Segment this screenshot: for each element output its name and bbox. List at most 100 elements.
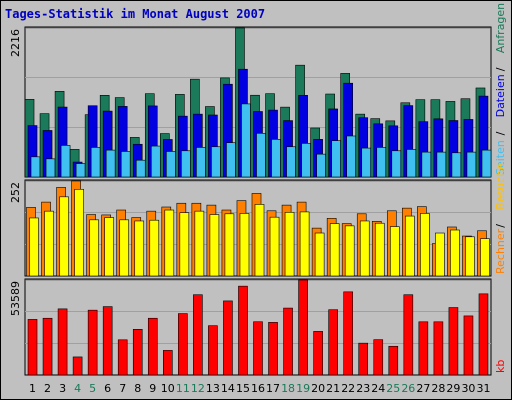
bar-bottom-kb-26 [403,294,414,376]
x-tick-label-14: 14 [221,382,235,395]
x-tick-label-16: 16 [251,382,265,395]
bar-top-seiten-4 [75,163,86,178]
bar-bottom-kb-16 [253,321,263,376]
bar-bottom-kb-31 [478,293,489,376]
bar-middle-rechner-9 [149,219,160,277]
side-separator-top-2: / [494,67,507,71]
x-tick-label-21: 21 [326,382,340,395]
bar-bottom-kb-12 [193,294,203,376]
bar-top-seiten-26 [406,149,417,178]
bar-top-seiten-24 [376,147,387,178]
bar-bottom-kb-4 [72,356,83,376]
side-label-top-anfragen: Anfragen [494,3,507,53]
bar-bottom-kb-22 [343,291,353,376]
bar-middle-rechner-17 [269,216,280,277]
bar-top-seiten-31 [481,149,492,178]
bar-middle-rechner-29 [450,229,460,277]
bar-middle-rechner-1 [29,217,39,277]
x-tick-label-25: 25 [386,382,400,395]
bar-bottom-kb-2 [42,317,53,376]
x-tick-label-11: 11 [176,382,190,395]
bar-top-seiten-9 [150,145,161,178]
bar-bottom-kb-8 [132,328,143,376]
bar-bottom-kb-9 [147,317,158,376]
ymax-label-bottom: 53589 [9,281,22,316]
side-label-top-dateien: Dateien [494,74,507,117]
x-tick-label-6: 6 [104,382,111,395]
bar-top-seiten-11 [181,150,191,178]
bar-top-seiten-16 [256,132,266,178]
bar-middle-rechner-28 [435,232,445,277]
x-tick-label-20: 20 [311,382,325,395]
bar-bottom-kb-30 [463,315,474,376]
bar-top-seiten-8 [135,159,146,178]
bar-top-seiten-25 [391,150,402,178]
bar-top-seiten-30 [466,151,477,178]
bar-bottom-kb-19 [298,279,308,376]
bar-middle-rechner-20 [314,232,325,277]
bar-bottom-kb-20 [313,331,323,376]
x-tick-label-19: 19 [296,382,310,395]
bar-middle-rechner-31 [480,238,490,277]
bar-bottom-kb-5 [87,309,98,376]
bar-bottom-kb-24 [373,339,384,376]
bar-bottom-kb-13 [208,325,218,376]
bar-middle-rechner-19 [299,211,310,277]
x-tick-label-10: 10 [161,382,175,395]
side-label-bottom-kb: kb [494,360,507,373]
bar-top-seiten-13 [211,146,221,178]
ymax-label-middle: 252 [9,182,22,203]
bar-bottom-kb-18 [283,307,293,376]
bar-top-seiten-17 [271,139,281,178]
bar-top-seiten-18 [286,146,296,178]
x-tick-label-30: 30 [461,382,475,395]
bar-bottom-kb-10 [163,350,173,376]
bar-top-seiten-10 [166,151,176,178]
bar-top-seiten-28 [436,151,447,178]
bar-bottom-kb-17 [268,322,278,376]
ymax-label-top: 2216 [9,29,22,57]
bar-top-seiten-14 [226,142,236,178]
x-tick-label-3: 3 [59,382,66,395]
x-tick-label-18: 18 [281,382,295,395]
bar-middle-rechner-12 [194,210,205,277]
x-tick-label-29: 29 [446,382,460,395]
bar-middle-rechner-6 [104,217,114,277]
x-tick-label-31: 31 [476,382,490,395]
bar-middle-rechner-18 [284,211,295,277]
x-tick-label-7: 7 [119,382,126,395]
bar-middle-rechner-26 [405,215,415,277]
x-tick-label-8: 8 [134,382,141,395]
bar-middle-rechner-2 [44,210,54,277]
bar-bottom-kb-14 [223,300,233,376]
side-separator-top-1: / [494,131,507,135]
bar-top-seiten-6 [105,149,116,178]
bar-middle-rechner-8 [134,220,145,277]
bar-top-seiten-21 [331,140,341,178]
bar-top-seiten-23 [361,147,372,178]
side-label-top-seiten: Seiten [494,140,507,175]
bar-middle-rechner-24 [374,222,385,277]
x-tick-label-13: 13 [206,382,220,395]
bar-bottom-kb-15 [238,285,248,376]
x-tick-label-5: 5 [89,382,96,395]
bar-middle-rechner-7 [119,219,130,277]
bar-top-seiten-7 [120,151,131,178]
side-label-middle-rechner: Rechner [494,228,507,274]
x-tick-label-2: 2 [44,382,51,395]
bar-top-seiten-12 [196,147,206,178]
x-tick-label-4: 4 [74,382,81,395]
bar-bottom-kb-6 [102,306,113,376]
bar-middle-rechner-15 [239,213,250,277]
bar-bottom-kb-28 [433,321,444,376]
x-tick-label-9: 9 [149,382,156,395]
x-tick-label-26: 26 [401,382,415,395]
bar-bottom-kb-7 [117,339,128,376]
x-tick-label-1: 1 [29,382,36,395]
bar-bottom-kb-3 [57,308,68,376]
bar-middle-rechner-25 [389,226,400,277]
x-tick-label-24: 24 [371,382,385,395]
x-tick-label-12: 12 [191,382,205,395]
bar-bottom-kb-29 [448,307,459,376]
